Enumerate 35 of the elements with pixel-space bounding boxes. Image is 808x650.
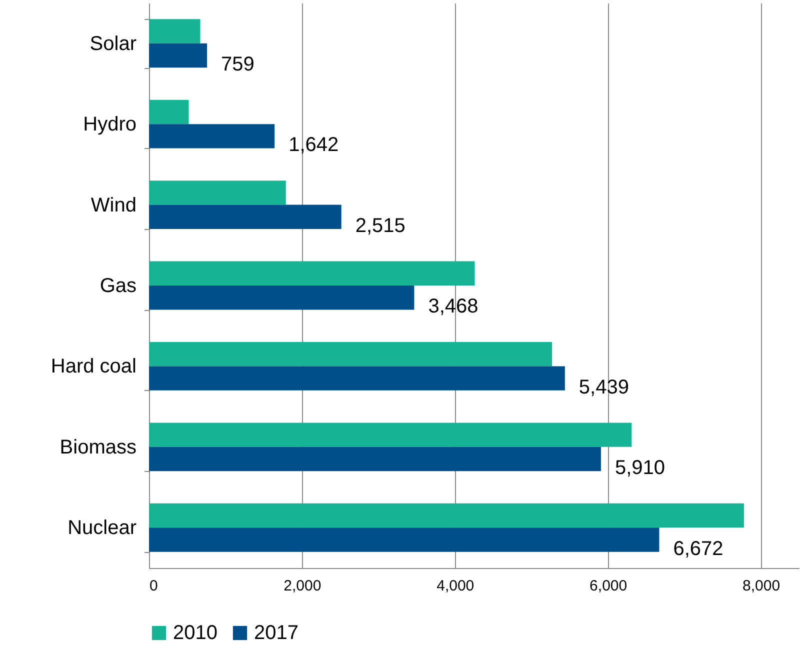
bar <box>149 261 475 286</box>
x-tick-label: 6,000 <box>590 578 628 594</box>
y-tick-label: Gas <box>100 275 136 297</box>
y-tick-label: Hydro <box>83 114 136 136</box>
bar <box>149 528 660 552</box>
bar <box>149 100 189 124</box>
x-tick-label: 2,000 <box>284 578 322 594</box>
y-tick-label: Nuclear <box>68 517 137 540</box>
x-tick-label: 4,000 <box>436 578 474 594</box>
y-tick-label: Wind <box>90 194 136 216</box>
x-tick-label: 0 <box>150 578 158 594</box>
data-label: 6,672 <box>673 538 724 560</box>
data-label: 2,515 <box>355 214 406 237</box>
bar <box>149 286 414 310</box>
y-tick-label: Biomass <box>60 436 136 458</box>
bar <box>149 124 275 148</box>
data-label: 5,910 <box>614 457 666 480</box>
bar <box>149 342 552 366</box>
y-tick-label: Hard coal <box>50 356 136 378</box>
legend-label: 2010 <box>173 622 218 644</box>
bar <box>149 43 208 68</box>
bar <box>149 19 200 44</box>
data-label: 1,642 <box>288 134 339 156</box>
bar <box>149 422 632 447</box>
data-label: 3,468 <box>428 296 478 318</box>
x-tick-label: 8,000 <box>742 578 780 594</box>
bar <box>149 446 601 472</box>
bar <box>149 180 286 205</box>
bar <box>149 366 565 390</box>
data-label: 759 <box>221 53 254 76</box>
bar <box>149 204 342 229</box>
legend-label: 2017 <box>254 622 298 644</box>
data-label: 5,439 <box>578 376 629 398</box>
y-tick-label: Solar <box>90 32 137 55</box>
bar <box>149 503 744 528</box>
